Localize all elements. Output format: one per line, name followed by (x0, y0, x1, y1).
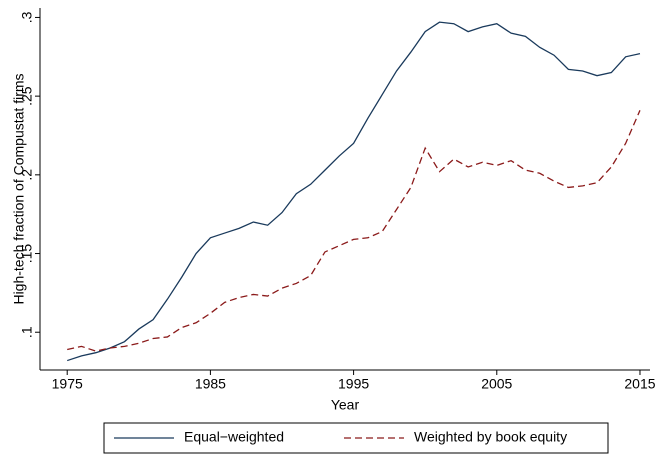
x-tick-label: 1975 (52, 376, 83, 392)
series-line (67, 21, 641, 362)
y-tick-label: .2 (19, 169, 35, 181)
x-tick-label: 2005 (481, 376, 512, 392)
y-tick-label: .1 (19, 326, 35, 338)
y-tick-label: .3 (19, 11, 35, 23)
x-tick-label: 1985 (195, 376, 226, 392)
x-tick-label: 2015 (624, 376, 655, 392)
y-tick-label: .25 (19, 86, 35, 106)
legend-label: Weighted by book equity (414, 429, 567, 445)
y-tick-label: .15 (19, 244, 35, 264)
y-axis-title: High-tech fraction of Compustat firms (11, 73, 27, 304)
x-tick-label: 1995 (338, 376, 369, 392)
legend-label: Equal−weighted (184, 429, 284, 445)
x-axis-title: Year (331, 397, 360, 413)
series-line (67, 110, 641, 352)
